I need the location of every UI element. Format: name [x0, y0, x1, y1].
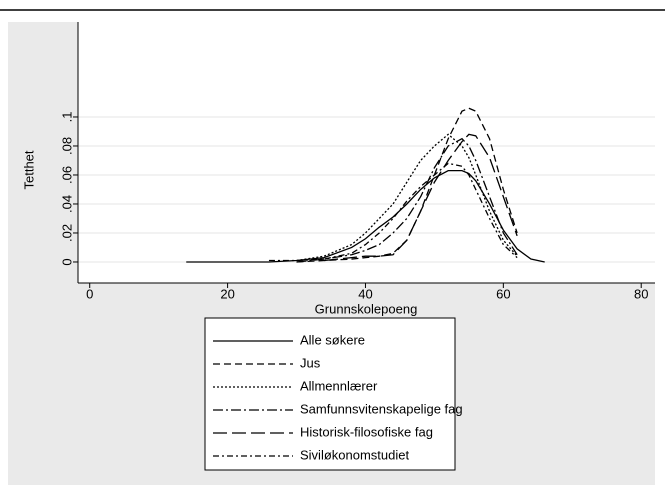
series-line [324, 133, 518, 262]
legend-label: Samfunnsvitenskapelige fag [300, 401, 463, 416]
legend-label: Jus [300, 355, 321, 370]
y-axis-label: Tetthet [21, 150, 36, 189]
x-tick-label: 80 [634, 286, 648, 301]
series-line [268, 162, 518, 262]
y-tick-label: .04 [59, 195, 74, 213]
y-tick-label: .02 [59, 224, 74, 242]
x-axis-label: Grunnskolepoeng [315, 301, 418, 316]
x-tick-label: 40 [358, 286, 372, 301]
x-tick-label: 0 [86, 286, 93, 301]
y-tick-label: .1 [59, 112, 74, 123]
y-tick-label: .06 [59, 166, 74, 184]
series-line [296, 133, 518, 262]
x-tick-label: 60 [496, 286, 510, 301]
y-tick-label: 0 [59, 258, 74, 265]
legend-label: Alle søkere [300, 332, 365, 347]
plot-region [78, 22, 655, 283]
legend [204, 317, 456, 471]
x-tick-label: 20 [220, 286, 234, 301]
series-line [296, 107, 518, 263]
legend-label: Allmennlærer [300, 378, 378, 393]
legend-label: Historisk-filosofiske fag [300, 424, 433, 439]
legend-label: Siviløkonomstudiet [300, 447, 409, 462]
y-tick-label: .08 [59, 137, 74, 155]
series-line [296, 137, 518, 263]
